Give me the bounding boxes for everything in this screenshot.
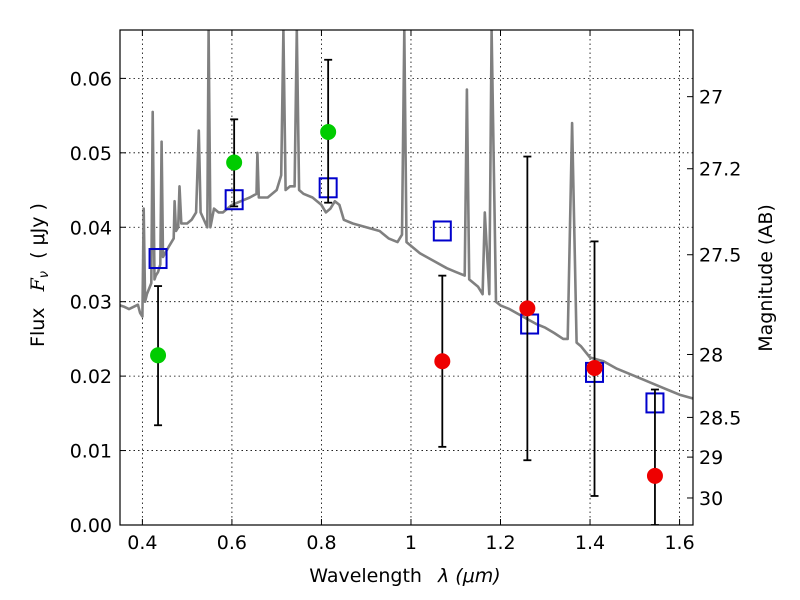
y-tick-label: 0.01: [70, 441, 112, 463]
spectrum-line: [120, 30, 693, 400]
x-tick-label: 1.4: [575, 532, 605, 554]
x-tick-label: 1.6: [664, 532, 694, 554]
y-tick-label: 0.04: [70, 217, 112, 239]
y-tick-label: 0.05: [70, 143, 112, 165]
x-axis-label-text: Wavelength: [309, 565, 422, 587]
y2-tick-label: 30: [699, 488, 723, 510]
upper-limit-point: [586, 359, 603, 376]
y2-tick-label: 28.5: [699, 407, 741, 429]
y2-axis-label: Magnitude (AB): [755, 204, 777, 352]
model-photometry-square: [432, 220, 452, 242]
y2-tick-label: 27.5: [699, 245, 741, 267]
y-tick-label: 0.02: [70, 366, 112, 388]
y-axis-label-unit: ( μJy ): [27, 203, 49, 259]
plot-frame: [119, 29, 694, 526]
y2-tick-label: 28: [699, 344, 723, 366]
upper-limit-point: [519, 300, 536, 317]
y-tick-label: 0.06: [70, 68, 112, 90]
y-axis-label-text: Flux: [27, 307, 49, 347]
x-tick-label: 0.4: [127, 532, 157, 554]
detection-point: [226, 154, 243, 171]
y2-tick-label: 27.2: [699, 159, 741, 181]
x-tick-label: 1.2: [485, 532, 515, 554]
grid: [120, 30, 693, 526]
y-tick-label: 0.03: [70, 292, 112, 314]
x-tick-label: 0.8: [306, 532, 336, 554]
x-axis-label-symbol: λ (μm): [437, 565, 501, 587]
y2-tick-label: 27: [699, 87, 723, 109]
y-tick-label: 0.00: [70, 515, 112, 537]
upper-limit-point: [434, 353, 451, 370]
y-axis-label-subscript: ν: [37, 271, 52, 278]
x-axis-label: Wavelength λ (μm): [309, 565, 500, 587]
y-axis-label: Flux Fν ( μJy ): [27, 203, 53, 347]
x-tick-label: 0.6: [217, 532, 247, 554]
upper-limit-point: [646, 467, 663, 484]
plot-area: [120, 30, 693, 525]
detection-point: [150, 347, 167, 364]
model-photometry-square: [148, 248, 168, 270]
y-axis-label-symbol: F: [27, 277, 49, 292]
y2-tick-label: 29: [699, 447, 723, 469]
x-tick-label: 1: [405, 532, 417, 554]
detection-point: [320, 123, 337, 140]
axis-ticks: 0.4 0.6 0.8 1 1.2 1.4 1.6 0.00 0.01 0.02 0.03 0.04 0…: [70, 30, 741, 554]
